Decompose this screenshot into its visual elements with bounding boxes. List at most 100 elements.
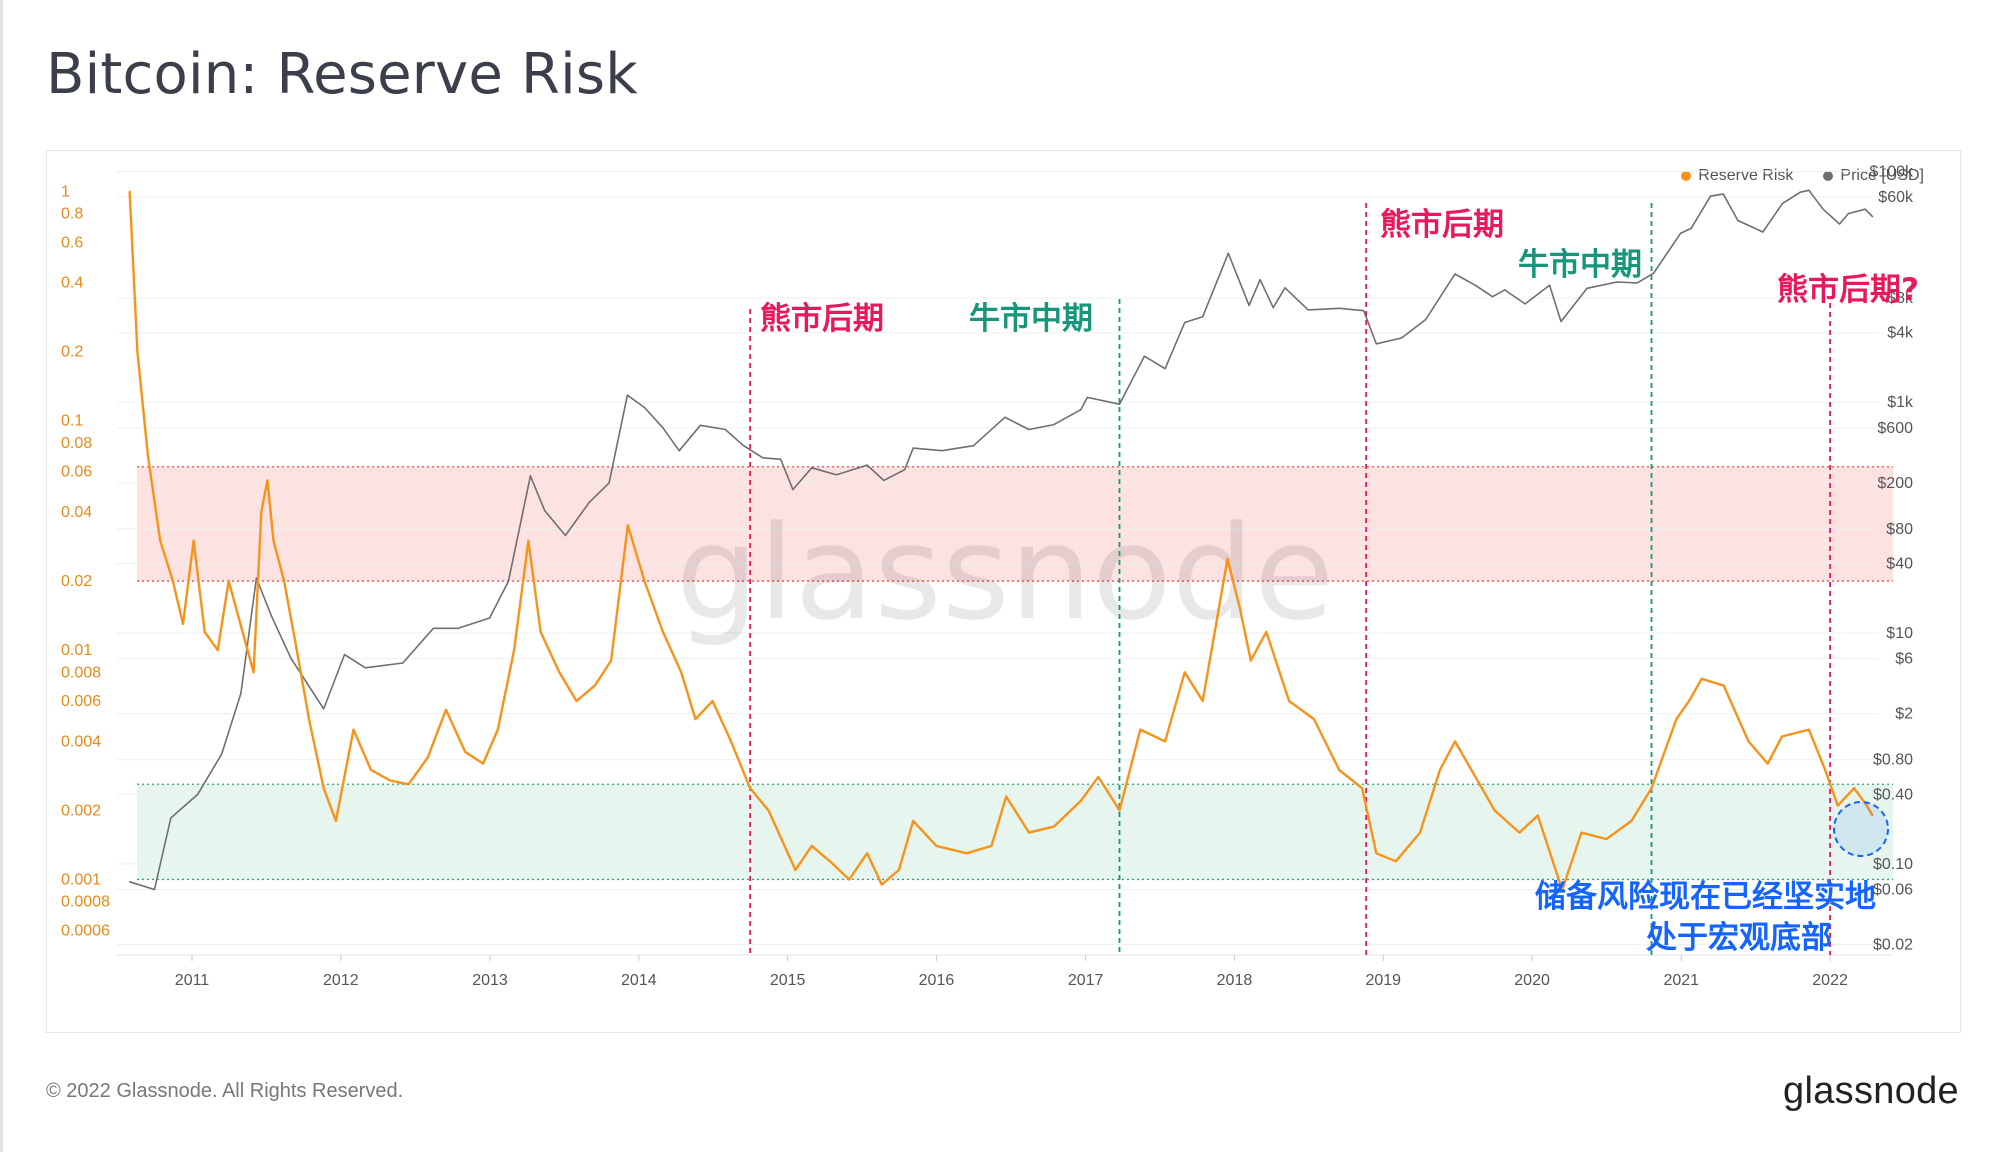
price-point bbox=[1636, 282, 1638, 284]
reserve-risk-point bbox=[1249, 659, 1252, 662]
reserve-risk-point bbox=[1722, 684, 1725, 687]
price-point bbox=[1524, 303, 1526, 305]
series-lines bbox=[128, 189, 1874, 892]
reserve-risk-point bbox=[1865, 804, 1868, 807]
x-axis-tick-label: 2011 bbox=[175, 972, 210, 989]
reserve-risk-point bbox=[810, 845, 813, 847]
price-point bbox=[1548, 284, 1551, 286]
price-point bbox=[662, 427, 664, 429]
price-point bbox=[1652, 272, 1655, 274]
left-axis-tick-label: 0.06 bbox=[61, 464, 92, 481]
price-point bbox=[1454, 273, 1456, 275]
price-point bbox=[1164, 368, 1166, 370]
price-point bbox=[724, 428, 726, 431]
price-point bbox=[1690, 227, 1692, 230]
reserve-risk-point bbox=[866, 852, 869, 855]
right-axis-tick-label: $0.40 bbox=[1873, 786, 1913, 803]
price-point bbox=[343, 653, 346, 656]
price-point bbox=[1762, 231, 1764, 233]
price-point bbox=[1799, 191, 1802, 193]
reserve-risk-point bbox=[730, 740, 732, 743]
price-point bbox=[762, 457, 764, 459]
reserve-risk-point bbox=[935, 845, 938, 847]
reserve-risk-point bbox=[1375, 852, 1378, 855]
reserve-risk-point bbox=[1675, 718, 1678, 721]
reserve-risk-point bbox=[1871, 814, 1874, 817]
chart-svg: glassnode 1 0.8 0.6 0.4 0.2 0.1 0.08 0.06 0.04 0.… bbox=[61, 163, 1919, 989]
reserve-risk-point bbox=[370, 769, 372, 771]
right-axis-tick-label: $0.80 bbox=[1873, 752, 1913, 769]
reserve-risk-point bbox=[192, 539, 195, 542]
reserve-risk-point bbox=[1454, 740, 1456, 743]
reserve-risk-point bbox=[147, 455, 149, 458]
reserve-risk-point bbox=[626, 524, 629, 527]
price-point bbox=[1086, 396, 1088, 399]
price-point bbox=[1504, 289, 1506, 291]
reserve-risk-point bbox=[445, 708, 447, 711]
price-point bbox=[1259, 279, 1261, 281]
reserve-risk-point bbox=[1265, 631, 1268, 633]
reserve-risk-point bbox=[794, 869, 797, 871]
right-axis-tick-label: $10 bbox=[1886, 625, 1913, 642]
left-axis-tick-label: 0.0006 bbox=[61, 922, 110, 939]
left-axis-tick-label: 0.2 bbox=[61, 344, 83, 361]
price-point bbox=[1201, 316, 1204, 318]
price-point bbox=[1053, 423, 1055, 426]
price-point bbox=[488, 617, 491, 619]
price-point bbox=[1808, 189, 1810, 191]
price-point bbox=[1616, 281, 1618, 283]
reserve-risk-point bbox=[1164, 740, 1167, 743]
reserve-risk-point bbox=[1518, 831, 1521, 834]
right-axis-tick-label: $0.02 bbox=[1873, 937, 1913, 954]
reserve-risk-point bbox=[1561, 889, 1564, 891]
reserve-risk-point bbox=[711, 700, 714, 702]
reserve-risk-point bbox=[182, 623, 184, 625]
right-axis-tick-label: $2 bbox=[1895, 706, 1913, 723]
reserve-risk-point bbox=[558, 671, 561, 674]
price-point bbox=[1284, 287, 1286, 289]
reserve-risk-point bbox=[335, 820, 337, 822]
reserve-risk-point bbox=[136, 350, 139, 353]
reserve-risk-point bbox=[880, 883, 883, 886]
left-axis-tick-label: 0.001 bbox=[61, 871, 101, 888]
price-point bbox=[1864, 208, 1866, 210]
price-point bbox=[1586, 287, 1588, 289]
x-axis-tick-label: 2020 bbox=[1514, 972, 1550, 989]
reserve-risk-point bbox=[1605, 838, 1608, 840]
price-point bbox=[1781, 202, 1784, 205]
left-axis-tick-label: 0.0008 bbox=[61, 894, 110, 911]
reserve-risk-point bbox=[1201, 700, 1204, 702]
x-axis-tick-label: 2018 bbox=[1217, 972, 1253, 989]
reserve-risk-point bbox=[1338, 769, 1341, 771]
reserve-risk-point bbox=[965, 852, 968, 855]
price-point bbox=[1375, 343, 1378, 345]
reserve-risk-point bbox=[1097, 776, 1100, 778]
price-point bbox=[270, 615, 273, 617]
reserve-risk-point bbox=[352, 728, 355, 731]
vertical-markers bbox=[749, 203, 1831, 955]
reserve-risk-point bbox=[1052, 825, 1055, 828]
right-axis-tick-label: $0.10 bbox=[1873, 856, 1913, 873]
price-point bbox=[835, 474, 838, 476]
reserve-risk-point bbox=[1239, 608, 1242, 611]
reserve-risk-point bbox=[513, 649, 515, 652]
right-axis-tick-label: $1k bbox=[1887, 394, 1914, 411]
axis-tick-labels: 1 0.8 0.6 0.4 0.2 0.1 0.08 0.06 0.04 0.02 0.01 0.00… bbox=[61, 163, 1914, 989]
left-axis-tick-label: 0.4 bbox=[61, 275, 83, 292]
reserve-risk-point bbox=[990, 845, 993, 847]
price-point bbox=[1184, 321, 1186, 324]
x-axis-tick-label: 2013 bbox=[472, 972, 508, 989]
price-dot-icon bbox=[1823, 171, 1834, 181]
price-point bbox=[1248, 304, 1250, 307]
reserve-risk-point bbox=[749, 787, 752, 790]
price-point bbox=[564, 534, 567, 537]
price-point bbox=[1871, 215, 1874, 218]
price-point bbox=[972, 444, 975, 447]
price-point bbox=[543, 509, 546, 512]
reserve-risk-point bbox=[1474, 776, 1477, 778]
red-zone-band bbox=[137, 466, 1893, 582]
price-point bbox=[1679, 232, 1682, 235]
glassnode-logo[interactable]: glassnode bbox=[1783, 1070, 1959, 1112]
right-axis-tick-label: $40 bbox=[1886, 556, 1913, 573]
annotation-line-1: 储备风险现在已经坚实地 bbox=[1535, 879, 1876, 915]
